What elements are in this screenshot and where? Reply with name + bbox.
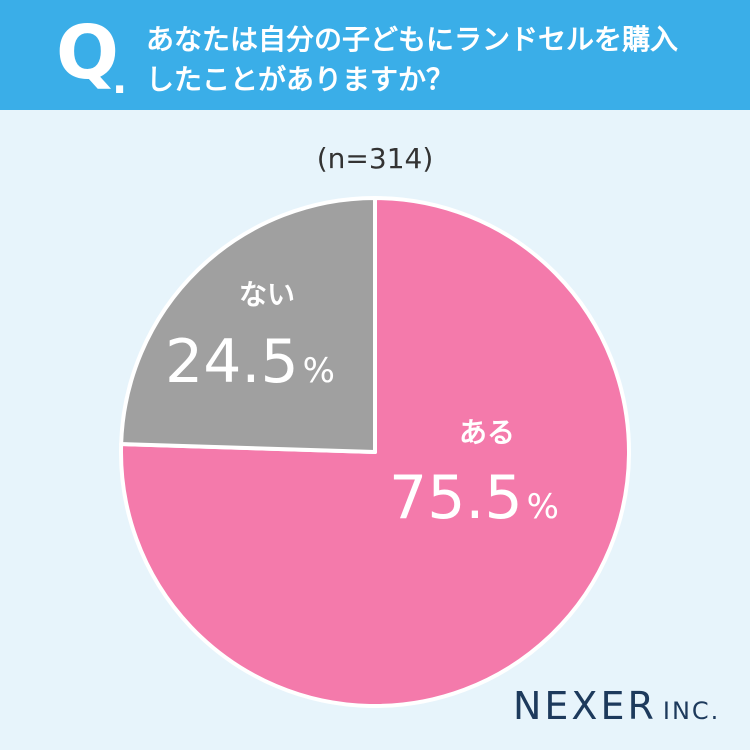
logo-suffix: INC. [662,697,721,725]
slice-label-1: ない [239,278,295,311]
q-dot: . [112,57,128,103]
question-header: Q . あなたは自分の子どもにランドセルを購入 したことがありますか？ [0,0,750,110]
sample-size-label: (n=314) [316,142,434,175]
slice-value-0: 75.5% [389,463,559,533]
nexer-logo: NEXER INC. [513,684,720,728]
q-mark: Q [56,10,119,96]
slice-label-0: ある [459,416,515,449]
logo-main: NEXER [513,684,657,728]
pie-slice-1 [119,196,377,454]
slice-value-1: 24.5% [165,327,335,397]
question-line-2: したことがありますか？ [146,63,455,96]
question-text: あなたは自分の子どもにランドセルを購入 したことがありますか？ [146,20,726,100]
question-line-1: あなたは自分の子どもにランドセルを購入 [146,23,679,56]
